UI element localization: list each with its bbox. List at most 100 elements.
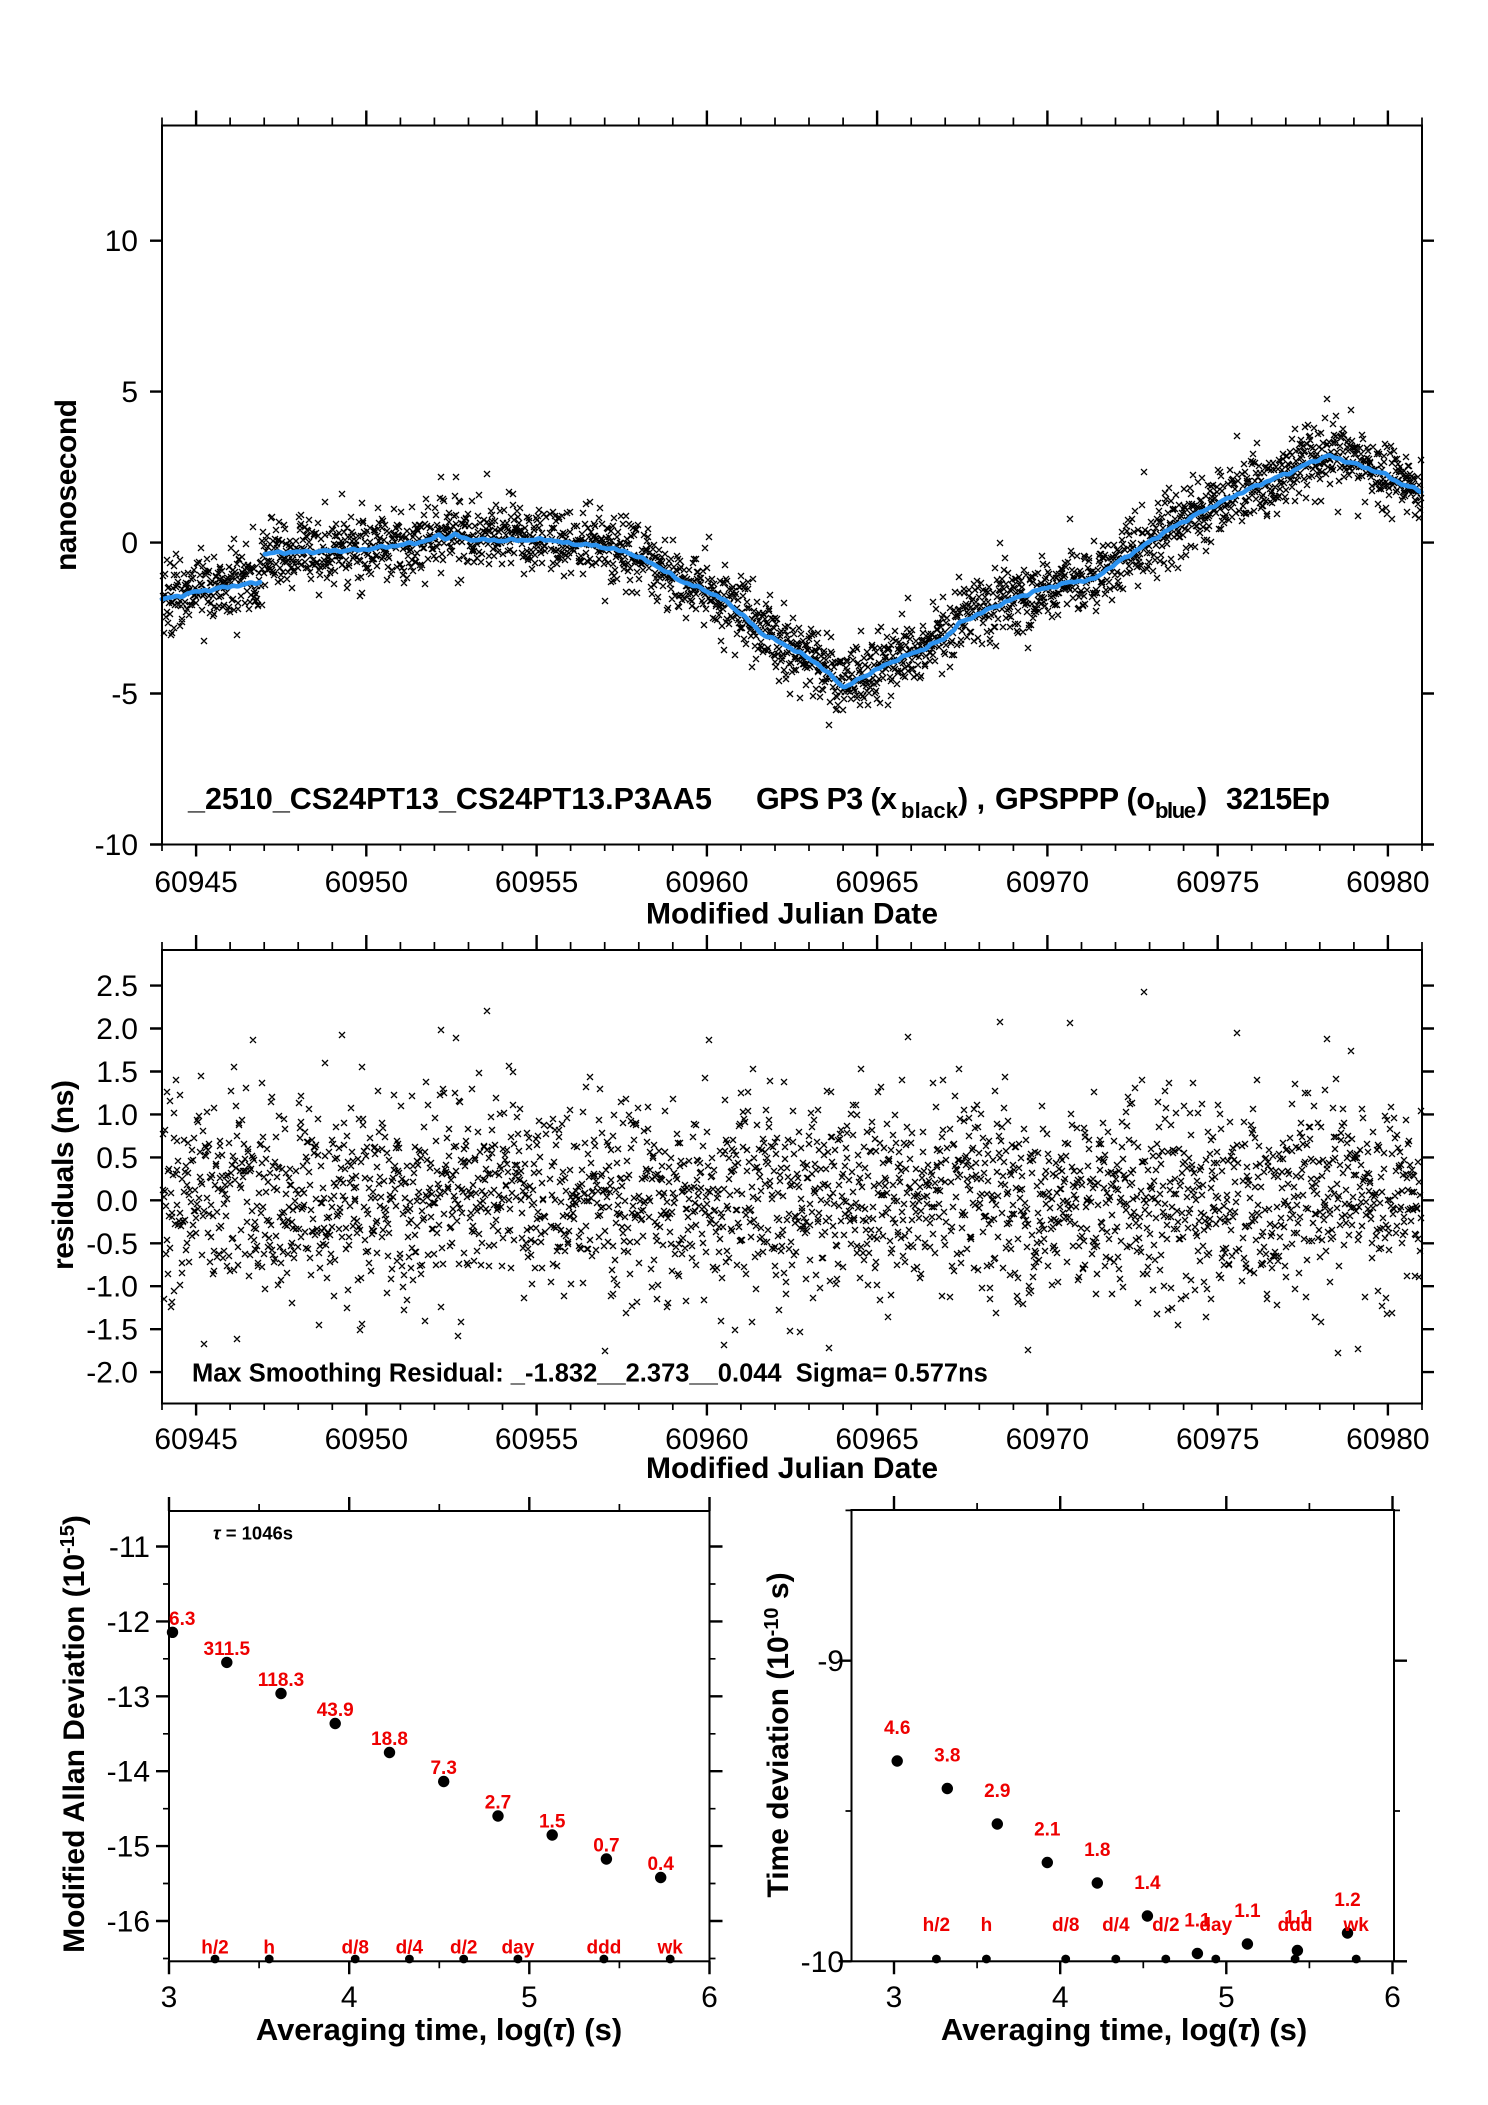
svg-text:60960: 60960 xyxy=(665,1423,748,1456)
svg-text:43.9: 43.9 xyxy=(317,1700,354,1721)
svg-text:60950: 60950 xyxy=(325,1423,408,1456)
svg-text:0.0: 0.0 xyxy=(96,1185,138,1218)
svg-text:60960: 60960 xyxy=(665,866,748,899)
svg-text:118.3: 118.3 xyxy=(258,1670,305,1691)
svg-text:1.5: 1.5 xyxy=(96,1056,138,1089)
svg-text:60975: 60975 xyxy=(1176,866,1259,899)
svg-text:wk: wk xyxy=(1343,1915,1370,1936)
svg-text:d/8: d/8 xyxy=(1052,1915,1079,1936)
svg-text:ddd: ddd xyxy=(586,1938,621,1959)
svg-text:): ) xyxy=(1197,782,1207,816)
svg-text:0.4: 0.4 xyxy=(647,1854,674,1875)
svg-text:10: 10 xyxy=(105,225,138,258)
svg-text:3: 3 xyxy=(886,1981,903,2014)
svg-text:4: 4 xyxy=(1052,1981,1069,2014)
svg-text:GPS P3 (x: GPS P3 (x xyxy=(756,782,897,816)
svg-text:2.9: 2.9 xyxy=(984,1781,1010,1802)
svg-text:d/2: d/2 xyxy=(450,1938,477,1959)
svg-text:0.5: 0.5 xyxy=(96,1142,138,1175)
svg-text:Modified Julian Date: Modified Julian Date xyxy=(646,898,938,931)
svg-text:2.0: 2.0 xyxy=(96,1013,138,1046)
svg-text:h: h xyxy=(981,1915,993,1936)
svg-text:3215Ep: 3215Ep xyxy=(1226,782,1330,816)
svg-text:τ = 1046s: τ = 1046s xyxy=(213,1523,293,1544)
svg-text:60975: 60975 xyxy=(1176,1423,1259,1456)
svg-text:5: 5 xyxy=(521,1981,538,2014)
svg-text:2.5: 2.5 xyxy=(96,970,138,1003)
svg-text:Modified Julian Date: Modified Julian Date xyxy=(646,1452,938,1485)
svg-text:-5: -5 xyxy=(111,678,138,711)
svg-text:0: 0 xyxy=(121,527,138,560)
svg-text:6: 6 xyxy=(1384,1981,1401,2014)
svg-text:5: 5 xyxy=(1218,1981,1235,2014)
svg-text:6: 6 xyxy=(701,1981,718,2014)
svg-text:60980: 60980 xyxy=(1346,866,1429,899)
svg-text:60945: 60945 xyxy=(154,866,237,899)
svg-text:1.0: 1.0 xyxy=(96,1099,138,1132)
svg-text:Modified Allan Deviation (10-1: Modified Allan Deviation (10-15) xyxy=(57,1515,91,1953)
svg-text:1.2: 1.2 xyxy=(1334,1890,1360,1911)
svg-text:60945: 60945 xyxy=(154,1423,237,1456)
svg-text:d/2: d/2 xyxy=(1152,1915,1179,1936)
svg-text:1.8: 1.8 xyxy=(1084,1840,1110,1861)
svg-text:d/8: d/8 xyxy=(341,1938,368,1959)
svg-text:-13: -13 xyxy=(107,1681,150,1714)
svg-text:60980: 60980 xyxy=(1346,1423,1429,1456)
svg-text:3.8: 3.8 xyxy=(934,1746,960,1767)
svg-text:-1.0: -1.0 xyxy=(86,1271,138,1304)
svg-text:1.1: 1.1 xyxy=(1284,1908,1311,1929)
svg-text:Averaging time, log(τ) (s): Averaging time, log(τ) (s) xyxy=(256,2012,622,2047)
svg-text:) ,: ) , xyxy=(958,782,985,816)
svg-text:-10: -10 xyxy=(801,1946,844,1979)
svg-text:-14: -14 xyxy=(107,1756,150,1789)
svg-text:7.3: 7.3 xyxy=(430,1758,456,1779)
svg-text:day: day xyxy=(502,1938,535,1959)
svg-text:h/2: h/2 xyxy=(923,1915,950,1936)
svg-text:h: h xyxy=(263,1938,275,1959)
svg-text:day: day xyxy=(1199,1915,1232,1936)
svg-text:18.8: 18.8 xyxy=(371,1729,408,1750)
svg-text:Max Smoothing Residual: _-1.83: Max Smoothing Residual: _-1.832__2.373__… xyxy=(192,1360,988,1388)
svg-text:60955: 60955 xyxy=(495,866,578,899)
svg-text:60950: 60950 xyxy=(325,866,408,899)
svg-text:_2510_CS24PT13_CS24PT13.P3AA5: _2510_CS24PT13_CS24PT13.P3AA5 xyxy=(187,782,712,816)
svg-text:311.5: 311.5 xyxy=(204,1639,251,1660)
svg-text:-2.0: -2.0 xyxy=(86,1357,138,1390)
svg-text:d/4: d/4 xyxy=(1102,1915,1130,1936)
svg-text:60970: 60970 xyxy=(1006,1423,1089,1456)
svg-text:h/2: h/2 xyxy=(201,1938,228,1959)
svg-text:wk: wk xyxy=(657,1938,684,1959)
svg-text:1.1: 1.1 xyxy=(1184,1911,1211,1932)
svg-text:4: 4 xyxy=(341,1981,358,2014)
svg-text:-1.5: -1.5 xyxy=(86,1314,138,1347)
svg-text:2.7: 2.7 xyxy=(485,1793,511,1814)
svg-text:4.6: 4.6 xyxy=(884,1718,910,1739)
svg-text:60970: 60970 xyxy=(1006,866,1089,899)
svg-text:Averaging time, log(τ) (s): Averaging time, log(τ) (s) xyxy=(941,2012,1307,2047)
svg-text:1.1: 1.1 xyxy=(1234,1901,1261,1922)
svg-text:1.5: 1.5 xyxy=(539,1812,566,1833)
svg-text:6.3: 6.3 xyxy=(169,1609,195,1630)
svg-text:ddd: ddd xyxy=(1278,1915,1313,1936)
svg-text:blue: blue xyxy=(1155,798,1196,823)
svg-text:residuals (ns): residuals (ns) xyxy=(47,1080,80,1270)
svg-text:-0.5: -0.5 xyxy=(86,1228,138,1261)
svg-text:1.4: 1.4 xyxy=(1134,1873,1161,1894)
svg-text:0.7: 0.7 xyxy=(593,1836,619,1857)
svg-text:2.1: 2.1 xyxy=(1034,1820,1061,1841)
svg-text:60955: 60955 xyxy=(495,1423,578,1456)
svg-text:60965: 60965 xyxy=(835,1423,918,1456)
svg-text:d/4: d/4 xyxy=(396,1938,424,1959)
svg-text:-12: -12 xyxy=(107,1606,150,1639)
svg-text:60965: 60965 xyxy=(835,866,918,899)
svg-text:black: black xyxy=(901,798,959,823)
svg-text:5: 5 xyxy=(121,376,138,409)
svg-text:GPSPPP (o: GPSPPP (o xyxy=(995,782,1155,816)
svg-text:-10: -10 xyxy=(95,829,138,862)
svg-text:nanosecond: nanosecond xyxy=(50,399,83,571)
svg-text:-15: -15 xyxy=(107,1831,150,1864)
svg-text:-16: -16 xyxy=(107,1906,150,1939)
svg-text:-9: -9 xyxy=(817,1645,844,1678)
svg-text:3: 3 xyxy=(161,1981,178,2014)
svg-text:-11: -11 xyxy=(109,1531,150,1564)
